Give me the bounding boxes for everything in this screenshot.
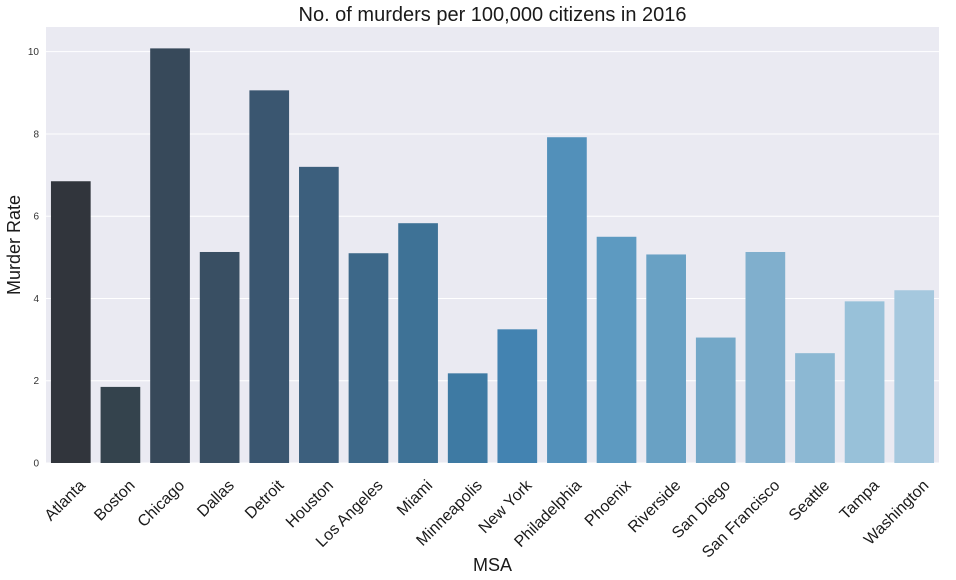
bar-philadelphia	[547, 137, 587, 464]
bar-san-francisco	[745, 251, 786, 463]
x-tick-label: Boston	[91, 477, 138, 524]
bar-miami	[398, 223, 438, 463]
bar-phoenix	[596, 236, 637, 463]
bar-tampa	[844, 301, 885, 463]
x-tick-label: Tampa	[837, 477, 883, 523]
x-tick-label: Detroit	[242, 477, 288, 523]
bar-riverside	[646, 254, 686, 463]
x-tick-label: Atlanta	[42, 477, 89, 524]
gridlines	[46, 51, 939, 464]
plot-area	[46, 27, 939, 463]
x-tick-label: Dallas	[194, 477, 237, 520]
y-axis-label: Murder Rate	[4, 195, 24, 295]
bar-chicago	[150, 48, 190, 464]
x-tick-label: Chicago	[135, 477, 189, 531]
y-tick-label: 8	[33, 129, 39, 140]
bar-seattle	[795, 353, 835, 463]
bars	[50, 48, 935, 464]
x-axis-label: MSA	[473, 555, 512, 575]
bar-dallas	[199, 251, 240, 463]
bar-detroit	[249, 90, 290, 464]
bar-washington	[894, 290, 935, 463]
y-tick-label: 4	[33, 294, 39, 305]
y-tick-label: 2	[33, 376, 39, 387]
x-tick-label: Miami	[394, 477, 436, 519]
bar-new-york	[497, 329, 538, 463]
bar-los-angeles	[348, 253, 389, 463]
y-tick-label: 0	[33, 459, 39, 470]
chart-title: No. of murders per 100,000 citizens in 2…	[299, 4, 687, 26]
y-axis-ticks: 0 2 4 6 8 10	[28, 47, 40, 469]
bar-san-diego	[695, 337, 736, 463]
y-tick-label: 6	[33, 212, 39, 223]
y-tick-label: 10	[28, 47, 40, 58]
bar-atlanta	[50, 181, 91, 463]
bar-minneapolis	[447, 373, 488, 463]
bar-houston	[299, 166, 339, 463]
bar-boston	[100, 386, 141, 463]
x-tick-label: Seattle	[786, 477, 833, 524]
